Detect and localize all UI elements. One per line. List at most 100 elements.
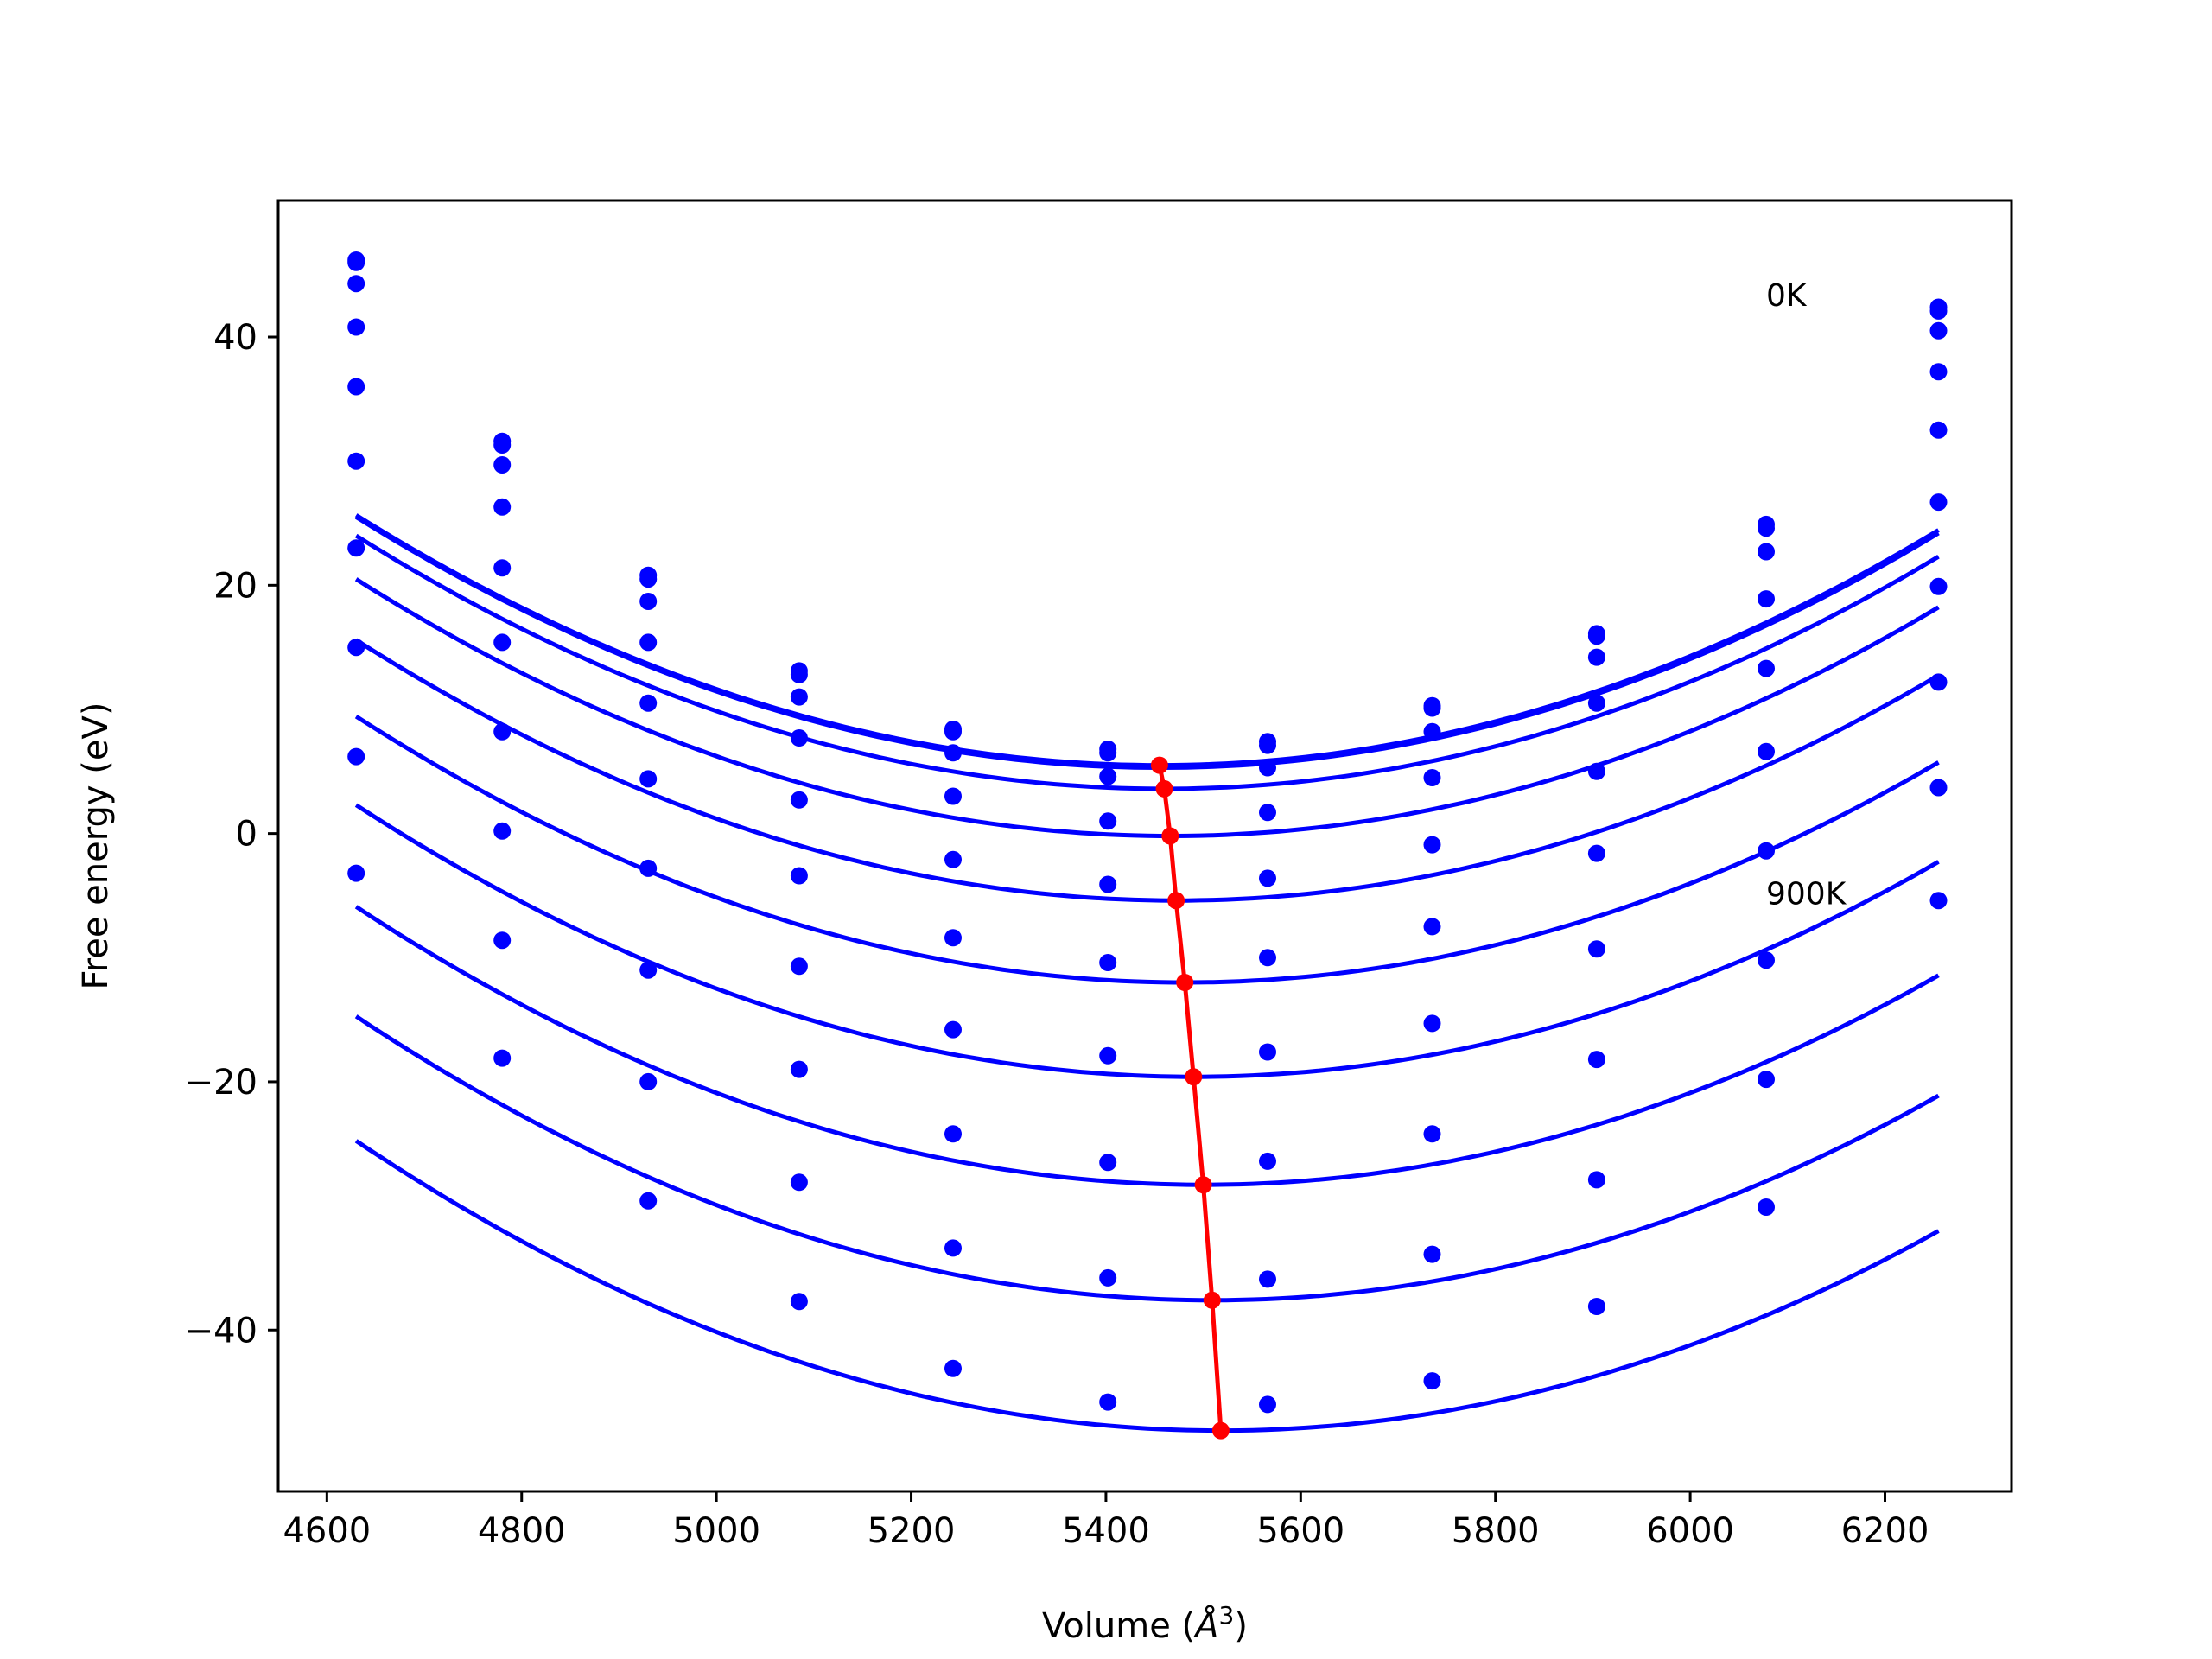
data-point-1-9: [1758, 519, 1775, 537]
fit-curve-6: [354, 803, 1940, 1079]
data-point-7-3: [790, 1060, 808, 1078]
fit-curve-1: [354, 515, 1940, 771]
data-point-2-6: [1259, 759, 1276, 777]
y-tick-label-1: 20: [213, 566, 257, 606]
annotation-0: 0K: [1766, 278, 1808, 314]
data-point-6-10: [1929, 577, 1948, 595]
data-point-4-2: [639, 694, 658, 712]
data-point-8-7: [1423, 1245, 1441, 1263]
data-point-8-0: [347, 747, 365, 766]
data-point-4-8: [1587, 762, 1605, 780]
data-point-5-8: [1587, 844, 1605, 862]
data-point-2-7: [1423, 722, 1441, 741]
data-point-1-10: [1929, 302, 1948, 320]
minimum-point-3: [1167, 892, 1185, 910]
minimum-point-1: [1155, 779, 1173, 798]
data-point-3-8: [1587, 694, 1605, 712]
fit-curve-5: [354, 714, 1940, 985]
data-point-2-9: [1758, 543, 1775, 561]
data-point-7-4: [944, 1125, 962, 1143]
data-point-3-9: [1758, 590, 1775, 608]
minimum-point-6: [1194, 1176, 1212, 1194]
data-point-2-1: [493, 456, 512, 474]
data-point-6-4: [944, 1020, 962, 1039]
data-point-4-9: [1758, 659, 1775, 677]
data-point-5-7: [1423, 918, 1441, 936]
data-point-4-0: [347, 378, 365, 396]
data-point-6-7: [1423, 1014, 1441, 1033]
data-point-4-1: [493, 559, 512, 577]
data-point-8-6: [1259, 1270, 1276, 1288]
x-tick-label-6000: 6000: [1646, 1511, 1734, 1551]
data-point-1-5: [1099, 744, 1117, 762]
data-point-7-8: [1587, 1051, 1605, 1069]
data-point-2-8: [1587, 648, 1605, 666]
minimum-point-4: [1176, 974, 1194, 991]
data-point-7-6: [1259, 1152, 1276, 1170]
data-point-9-1: [493, 1049, 512, 1067]
data-point-2-4: [944, 744, 962, 762]
data-point-2-3: [790, 688, 808, 706]
data-point-2-2: [639, 593, 658, 610]
y-tick-label-0: 40: [213, 318, 257, 358]
data-point-6-8: [1587, 940, 1605, 958]
data-point-1-6: [1259, 736, 1276, 754]
data-point-3-2: [639, 633, 658, 652]
minimum-point-2: [1161, 827, 1179, 845]
data-point-9-4: [944, 1359, 962, 1377]
data-point-5-2: [639, 770, 658, 788]
data-point-2-5: [1099, 767, 1117, 785]
data-point-3-0: [347, 318, 365, 336]
data-point-5-3: [790, 867, 808, 885]
data-point-2-0: [347, 275, 365, 293]
data-point-4-3: [790, 791, 808, 809]
data-point-9-5: [1099, 1393, 1117, 1411]
data-point-5-6: [1259, 949, 1276, 967]
data-point-7-5: [1099, 1154, 1117, 1172]
data-point-2-10: [1929, 321, 1948, 340]
data-point-3-1: [493, 498, 512, 516]
data-point-7-1: [493, 822, 512, 840]
data-point-1-0: [347, 253, 365, 271]
data-point-3-3: [790, 729, 808, 747]
data-point-4-6: [1259, 869, 1276, 887]
fit-curve-2: [354, 533, 1940, 791]
ticks: 4600 4800 5000 5200 5400 5600 5800 6000 6200 40 20…: [185, 318, 1929, 1551]
data-point-4-5: [1099, 875, 1117, 893]
data-point-6-2: [639, 859, 658, 877]
data-point-9-6: [1259, 1395, 1276, 1414]
minimum-point-8: [1211, 1421, 1230, 1440]
fit-curve-4: [354, 638, 1940, 903]
data-point-7-9: [1758, 951, 1775, 969]
data-point-3-6: [1259, 804, 1276, 822]
minimum-point-5: [1185, 1068, 1203, 1086]
data-point-6-1: [493, 722, 512, 741]
y-tick-label-3: −20: [185, 1063, 257, 1103]
minimum-point-0: [1150, 756, 1168, 774]
data-point-3-4: [944, 787, 962, 805]
fit-curve-9: [354, 1139, 1940, 1433]
data-point-6-3: [790, 957, 808, 976]
annotation-1: 900K: [1766, 877, 1847, 912]
data-point-9-9: [1758, 1198, 1775, 1216]
x-tick-label-5400: 5400: [1062, 1511, 1150, 1551]
data-point-4-4: [944, 850, 962, 868]
x-tick-label-5800: 5800: [1452, 1511, 1540, 1551]
data-point-5-1: [493, 633, 512, 652]
x-tick-label-5600: 5600: [1256, 1511, 1344, 1551]
data-point-8-3: [790, 1173, 808, 1192]
data-point-5-4: [944, 929, 962, 947]
data-point-9-10: [1929, 892, 1948, 910]
data-point-5-0: [347, 452, 365, 470]
x-tick-label-5000: 5000: [672, 1511, 760, 1551]
fit-curve-3: [354, 577, 1940, 838]
plot-area: [347, 251, 1948, 1440]
x-tick-label-5200: 5200: [868, 1511, 956, 1551]
data-point-8-4: [944, 1239, 962, 1257]
data-point-5-10: [1929, 493, 1948, 512]
data-point-6-5: [1099, 1046, 1117, 1065]
x-tick-label-4800: 4800: [478, 1511, 566, 1551]
data-point-9-8: [1587, 1298, 1605, 1315]
annotations: 0K 900K: [1766, 278, 1847, 912]
